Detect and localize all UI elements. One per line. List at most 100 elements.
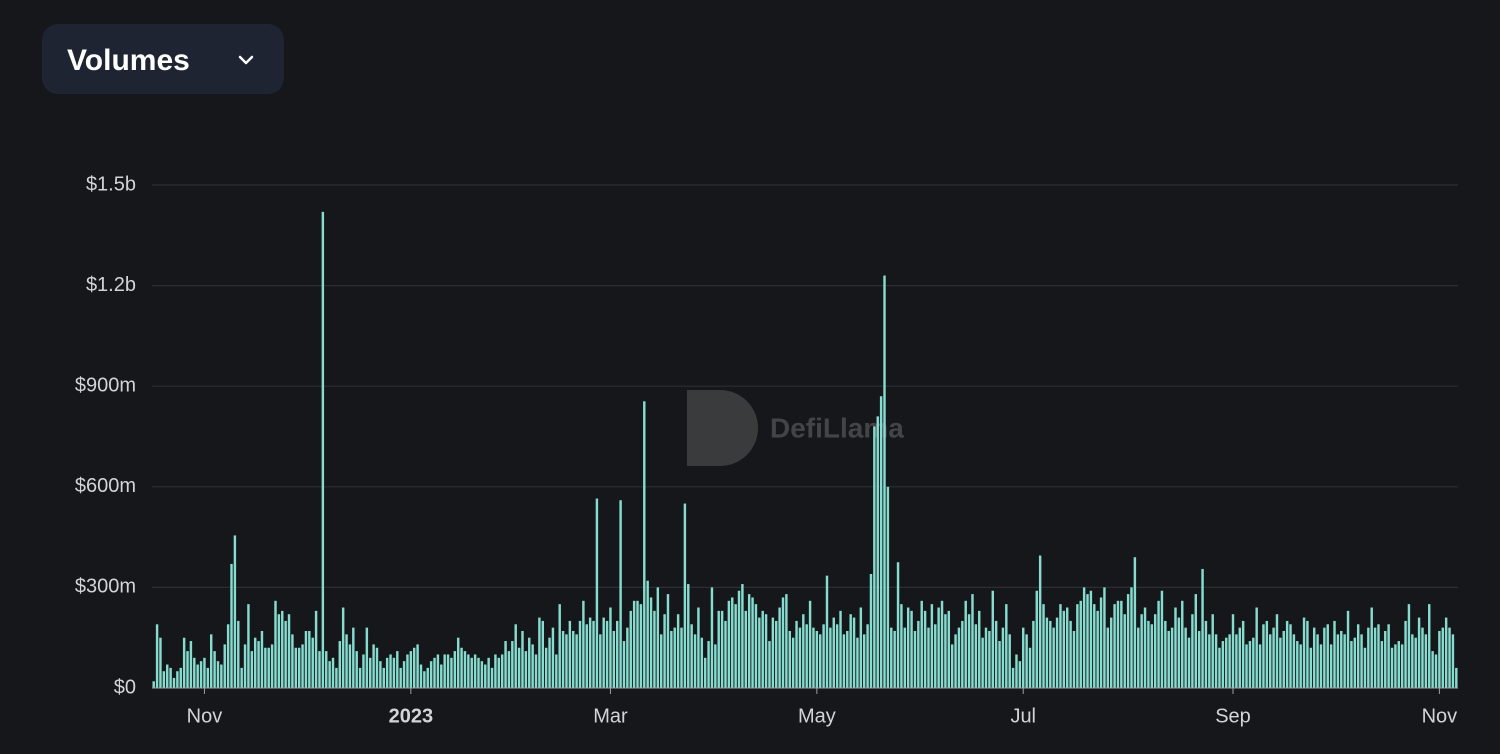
y-tick-label: $1.5b bbox=[86, 173, 136, 195]
bar bbox=[741, 584, 744, 688]
bar bbox=[291, 634, 294, 688]
bar bbox=[768, 641, 771, 688]
bar bbox=[1099, 597, 1103, 688]
metric-selector[interactable]: Volumes bbox=[42, 24, 284, 94]
bar bbox=[710, 587, 714, 688]
bar bbox=[1177, 617, 1181, 688]
x-tick-label: Sep bbox=[1215, 705, 1251, 727]
bar bbox=[961, 620, 964, 688]
bar bbox=[937, 607, 940, 688]
bar bbox=[1296, 641, 1299, 688]
bar bbox=[548, 637, 551, 688]
bar bbox=[1255, 607, 1258, 688]
bar bbox=[1350, 641, 1353, 688]
bar bbox=[683, 503, 687, 688]
bar bbox=[1170, 627, 1174, 688]
bar bbox=[612, 630, 616, 688]
bar bbox=[666, 594, 670, 688]
y-tick-label: $600m bbox=[75, 475, 136, 497]
bar bbox=[338, 641, 341, 688]
bar bbox=[1404, 620, 1407, 688]
x-tick-label: May bbox=[798, 705, 836, 727]
selector-button[interactable] bbox=[42, 24, 284, 94]
bar bbox=[308, 630, 311, 688]
bar bbox=[213, 651, 216, 688]
bar bbox=[700, 637, 704, 688]
bar bbox=[1025, 634, 1028, 688]
bar bbox=[1201, 568, 1204, 688]
bar bbox=[179, 667, 182, 688]
bar bbox=[1285, 620, 1289, 688]
y-tick-label: $900m bbox=[75, 374, 136, 396]
bar bbox=[785, 594, 788, 688]
bar bbox=[829, 627, 832, 688]
watermark-logo bbox=[687, 390, 758, 466]
bar bbox=[646, 580, 649, 688]
bar bbox=[1431, 651, 1434, 688]
bar bbox=[1065, 607, 1069, 688]
bar bbox=[1316, 634, 1319, 688]
bar bbox=[284, 620, 287, 688]
bar bbox=[815, 630, 819, 688]
bar bbox=[984, 627, 988, 688]
bar bbox=[852, 617, 856, 688]
bar bbox=[328, 661, 331, 688]
chevron-icon[interactable] bbox=[238, 55, 254, 65]
bar bbox=[964, 600, 967, 688]
bar bbox=[795, 620, 798, 688]
bar bbox=[382, 667, 385, 688]
bar bbox=[1096, 610, 1099, 688]
bar bbox=[1407, 604, 1411, 688]
bar bbox=[1079, 600, 1082, 688]
bar bbox=[1336, 634, 1340, 688]
bar bbox=[1309, 647, 1313, 688]
bar bbox=[1147, 620, 1150, 688]
bar bbox=[1120, 600, 1123, 688]
bar bbox=[1424, 634, 1428, 688]
bar bbox=[842, 634, 846, 688]
bar bbox=[950, 644, 954, 688]
bar bbox=[866, 624, 869, 688]
bar bbox=[764, 614, 768, 688]
bar bbox=[406, 654, 409, 688]
bar bbox=[747, 594, 751, 688]
bar bbox=[1414, 637, 1417, 688]
bar bbox=[375, 647, 379, 688]
bar bbox=[653, 610, 656, 688]
bar bbox=[798, 627, 802, 688]
bar bbox=[1076, 604, 1079, 688]
bar bbox=[605, 620, 609, 688]
bar bbox=[1377, 624, 1380, 688]
bar bbox=[399, 667, 402, 688]
bar bbox=[869, 573, 873, 688]
bar bbox=[223, 644, 226, 688]
bar bbox=[913, 630, 917, 688]
bar bbox=[494, 654, 497, 688]
bar bbox=[348, 644, 352, 688]
bar bbox=[1153, 614, 1157, 688]
bar bbox=[636, 600, 639, 688]
bar bbox=[433, 657, 436, 688]
bar bbox=[1245, 644, 1248, 688]
bar bbox=[453, 651, 457, 688]
bar bbox=[470, 657, 473, 688]
bar bbox=[1299, 644, 1302, 688]
bar bbox=[1289, 624, 1292, 688]
bar bbox=[352, 627, 355, 688]
bar bbox=[639, 604, 643, 688]
bar bbox=[751, 597, 754, 688]
bar bbox=[500, 654, 504, 688]
bar bbox=[1204, 620, 1208, 688]
bar bbox=[460, 647, 463, 688]
bar bbox=[514, 624, 517, 688]
bar bbox=[1130, 587, 1133, 688]
bar bbox=[1167, 630, 1170, 688]
bar bbox=[1451, 634, 1455, 688]
bar bbox=[1428, 604, 1431, 688]
bar bbox=[910, 610, 913, 688]
selector-label[interactable]: Volumes bbox=[67, 44, 190, 77]
y-tick-label: $1.2b bbox=[86, 274, 136, 296]
bar bbox=[775, 620, 778, 688]
bar bbox=[186, 651, 189, 688]
bar bbox=[1279, 637, 1282, 688]
